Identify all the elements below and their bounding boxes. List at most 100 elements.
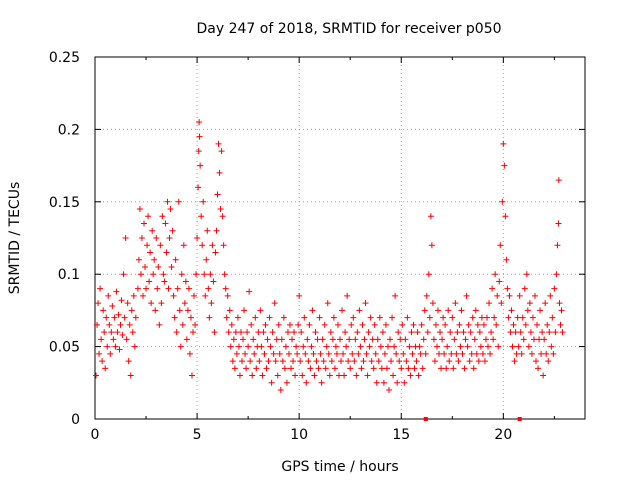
data-point bbox=[485, 343, 492, 350]
data-point bbox=[255, 329, 262, 336]
data-point bbox=[299, 372, 306, 379]
data-point bbox=[408, 329, 415, 336]
data-point bbox=[529, 314, 536, 321]
data-point bbox=[197, 162, 204, 169]
data-point bbox=[159, 213, 166, 220]
data-point bbox=[282, 343, 289, 350]
data-point bbox=[304, 336, 311, 343]
data-point bbox=[431, 358, 438, 365]
data-point bbox=[321, 321, 328, 328]
data-point bbox=[293, 343, 300, 350]
data-point bbox=[490, 336, 497, 343]
data-point bbox=[404, 314, 411, 321]
data-point bbox=[179, 321, 186, 328]
data-point bbox=[452, 300, 459, 307]
data-point bbox=[103, 314, 110, 321]
plot-frame bbox=[94, 56, 586, 420]
data-point bbox=[476, 329, 483, 336]
data-point bbox=[508, 307, 515, 314]
data-point bbox=[185, 285, 192, 292]
data-point bbox=[363, 350, 370, 357]
data-point bbox=[330, 314, 337, 321]
data-point bbox=[161, 278, 168, 285]
data-point bbox=[283, 379, 290, 386]
data-point bbox=[500, 140, 507, 147]
data-point bbox=[109, 303, 116, 310]
data-point bbox=[433, 343, 440, 350]
data-point bbox=[440, 314, 447, 321]
data-point bbox=[164, 198, 171, 205]
data-point bbox=[525, 343, 532, 350]
data-point bbox=[355, 350, 362, 357]
data-point bbox=[224, 292, 231, 299]
data-point bbox=[329, 336, 336, 343]
data-point bbox=[190, 329, 196, 336]
data-point bbox=[142, 263, 149, 270]
data-point bbox=[301, 314, 308, 321]
data-point bbox=[281, 365, 288, 372]
data-point bbox=[95, 300, 102, 307]
data-point bbox=[129, 329, 136, 336]
data-point bbox=[228, 321, 235, 328]
data-point bbox=[447, 329, 454, 336]
data-point bbox=[359, 321, 366, 328]
data-point bbox=[523, 271, 530, 278]
data-point bbox=[214, 191, 221, 198]
data-point bbox=[275, 321, 282, 328]
data-point bbox=[122, 235, 129, 241]
data-point bbox=[168, 263, 175, 270]
data-point bbox=[315, 365, 322, 372]
data-point bbox=[288, 365, 294, 372]
data-point bbox=[147, 249, 154, 256]
data-point bbox=[163, 249, 170, 256]
data-point bbox=[446, 358, 453, 365]
data-point bbox=[213, 227, 220, 234]
data-point bbox=[157, 242, 164, 249]
data-point bbox=[478, 314, 485, 321]
data-point bbox=[187, 314, 194, 321]
data-point bbox=[192, 321, 199, 328]
data-point bbox=[104, 343, 111, 350]
data-point bbox=[128, 307, 135, 314]
data-point bbox=[546, 329, 553, 336]
data-point bbox=[473, 350, 480, 357]
data-point bbox=[501, 162, 508, 169]
data-point bbox=[424, 329, 431, 336]
data-point bbox=[351, 358, 358, 365]
data-point bbox=[325, 350, 332, 357]
data-point bbox=[395, 329, 402, 336]
data-point bbox=[369, 336, 376, 343]
data-point bbox=[559, 329, 566, 336]
data-point bbox=[464, 343, 471, 350]
data-point bbox=[435, 307, 441, 314]
data-point bbox=[376, 314, 383, 321]
data-point bbox=[504, 285, 511, 292]
data-point bbox=[463, 292, 470, 299]
data-point bbox=[256, 358, 263, 365]
y-axis-label: SRMTID / TECUs bbox=[7, 182, 23, 295]
data-point bbox=[274, 372, 281, 379]
data-point bbox=[357, 343, 364, 350]
data-point bbox=[372, 350, 379, 357]
data-point bbox=[390, 372, 397, 379]
data-point bbox=[342, 329, 349, 336]
data-point bbox=[143, 285, 150, 292]
x-tick-label: 5 bbox=[193, 427, 202, 443]
data-point bbox=[116, 346, 123, 353]
data-point bbox=[221, 271, 228, 278]
data-point bbox=[366, 343, 373, 350]
data-point bbox=[403, 358, 410, 365]
data-point bbox=[384, 343, 391, 350]
data-point bbox=[497, 242, 504, 249]
data-point bbox=[432, 321, 439, 328]
data-point bbox=[454, 329, 461, 336]
data-point bbox=[279, 358, 286, 365]
data-point bbox=[300, 343, 307, 350]
data-point bbox=[172, 256, 179, 263]
data-point bbox=[292, 372, 299, 379]
data-point bbox=[155, 263, 162, 270]
data-point bbox=[102, 365, 109, 372]
data-point bbox=[421, 307, 428, 314]
data-point bbox=[264, 336, 271, 343]
data-point bbox=[406, 343, 413, 350]
